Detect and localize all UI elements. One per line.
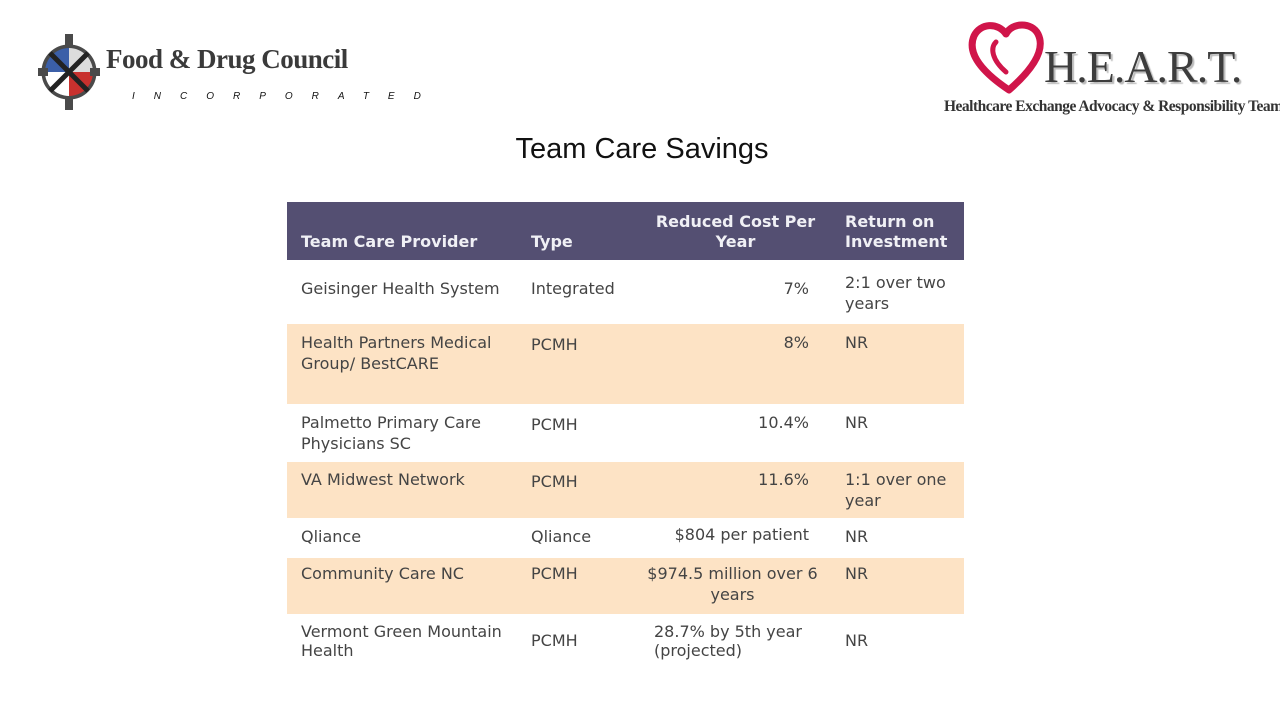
cell-type: Integrated <box>531 279 615 298</box>
team-care-table: Team Care Provider Type Reduced Cost Per… <box>287 202 964 666</box>
cell-type: PCMH <box>517 324 634 404</box>
cell-provider: VA Midwest Network <box>287 462 517 518</box>
compass-emblem-icon <box>38 34 100 110</box>
cell-cost: 10.4% <box>758 413 809 432</box>
cell-roi: NR <box>831 558 964 614</box>
table-row: Health Partners Medical Group/ BestCARE … <box>287 324 964 404</box>
cell-roi: NR <box>845 527 869 546</box>
cell-roi: 1:1 over one year <box>831 462 964 518</box>
cell-roi: NR <box>845 413 869 432</box>
heart-logo-name: H.E.A.R.T. <box>1044 41 1242 92</box>
heart-icon <box>968 21 1044 94</box>
cell-provider: Community Care NC <box>287 558 517 614</box>
cell-provider: Health Partners Medical Group/ BestCARE <box>287 324 517 404</box>
table-row: VA Midwest Network PCMH 11.6% 1:1 over o… <box>287 462 964 518</box>
cell-type: PCMH <box>517 462 634 518</box>
table-row: Vermont Green Mountain Health PCMH 28.7%… <box>287 614 964 666</box>
fdc-logo-name: Food & Drug Council <box>106 44 348 74</box>
fdc-logo-sub: INCORPORATED <box>132 91 440 102</box>
table-row: Geisinger Health System Integrated 7% 2:… <box>287 266 964 324</box>
cell-cost: 8% <box>634 324 831 404</box>
slide-title: Team Care Savings <box>515 133 769 165</box>
cell-roi: NR <box>845 631 869 650</box>
heart-logo-tagline: Healthcare Exchange Advocacy & Responsib… <box>944 98 1280 115</box>
cell-provider: Vermont Green Mountain Health <box>301 622 502 660</box>
cell-cost: 28.7% by 5th year (projected) <box>654 622 802 660</box>
table-header-row: Team Care Provider Type Reduced Cost Per… <box>287 202 964 260</box>
cell-type: PCMH <box>531 631 578 650</box>
header-roi: Return on Investment <box>831 202 964 260</box>
cell-type: Qliance <box>531 527 592 546</box>
heart-logo: H.E.A.R.T. Healthcare Exchange Advocacy … <box>940 20 1280 120</box>
cell-provider: Palmetto Primary Care Physicians SC <box>301 413 481 453</box>
cell-roi: 2:1 over two years <box>845 273 946 313</box>
cell-cost: 7% <box>783 279 809 298</box>
cell-provider: Geisinger Health System <box>301 279 500 298</box>
cell-provider: Qliance <box>301 527 362 546</box>
header-reduced-cost: Reduced Cost Per Year <box>634 202 831 260</box>
table-row: Community Care NC PCMH $974.5 million ov… <box>287 558 964 614</box>
cell-cost: $804 per patient <box>674 525 809 544</box>
table-row: Qliance Qliance $804 per patient NR <box>287 518 964 558</box>
header-provider: Team Care Provider <box>287 202 517 260</box>
cell-type: PCMH <box>531 415 578 434</box>
cell-cost: 11.6% <box>634 462 831 518</box>
header-type: Type <box>517 202 634 260</box>
cell-type: PCMH <box>517 558 634 614</box>
food-drug-council-logo: Food & Drug Council INCORPORATED <box>36 32 421 114</box>
cell-roi: NR <box>831 324 964 404</box>
cell-cost: $974.5 million over 6 years <box>634 558 831 614</box>
table-row: Palmetto Primary Care Physicians SC PCMH… <box>287 404 964 462</box>
